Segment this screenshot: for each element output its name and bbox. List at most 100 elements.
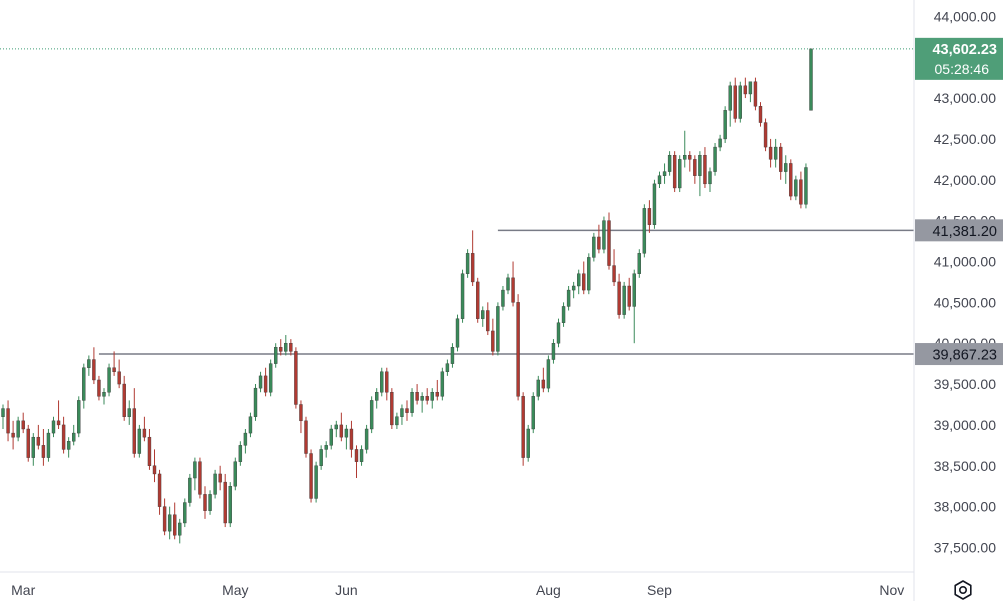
candle-down <box>516 302 520 397</box>
candle-up <box>82 367 86 401</box>
time-axis-label: Nov <box>879 582 904 598</box>
candle-down <box>61 424 66 450</box>
candle-down <box>354 449 359 462</box>
candle-up <box>602 220 606 250</box>
candle-up <box>713 146 717 172</box>
candle-up <box>77 400 81 434</box>
candle-up <box>329 428 333 446</box>
candle-up <box>233 461 238 487</box>
candle-up <box>319 449 323 466</box>
candle-up <box>440 371 445 397</box>
time-axis-label: Sep <box>647 582 672 598</box>
candle-up <box>592 236 596 258</box>
time-axis[interactable]: Mar May Jun Aug Sep Nov <box>11 582 904 598</box>
candle-up <box>587 257 591 291</box>
candle-down <box>132 408 137 454</box>
candle-down <box>152 465 157 475</box>
candle-up <box>526 428 530 458</box>
candle-up <box>274 347 278 364</box>
candle-up <box>652 183 657 225</box>
candle-down <box>768 146 773 160</box>
candle-up <box>561 306 566 323</box>
price-label-layer: 41,381.20 39,867.23 43,602.23 05:28:46 <box>915 37 1003 366</box>
candle-up <box>506 277 510 291</box>
candle-up <box>698 155 702 176</box>
candle-down <box>203 494 207 511</box>
time-axis-label: May <box>222 582 248 598</box>
candle-down <box>582 273 586 291</box>
candle-down <box>672 155 677 189</box>
candle-down <box>6 408 10 434</box>
price-tick-label: 44,000.00 <box>934 8 996 24</box>
candle-up <box>410 392 414 413</box>
candle-up <box>794 179 798 197</box>
candle-down <box>405 408 409 413</box>
candle-up <box>31 436 35 458</box>
line-price-label-2[interactable]: 39,867.23 <box>915 343 1003 366</box>
candle-down <box>597 236 601 250</box>
candle-up <box>375 392 379 401</box>
candle-down <box>289 343 293 352</box>
candle-up <box>566 289 571 307</box>
price-tick-label: 37,500.00 <box>934 539 996 555</box>
candle-down <box>385 371 389 393</box>
candle-up <box>501 289 505 307</box>
candle-up <box>238 445 243 462</box>
candle-up <box>657 175 662 185</box>
candle-down <box>279 347 283 352</box>
candle-down <box>36 436 41 446</box>
candle-up <box>551 343 556 360</box>
candle-up <box>258 375 263 389</box>
candle-down <box>758 106 763 123</box>
candle-down <box>617 281 621 315</box>
line-price-label-bg <box>915 219 1003 242</box>
candle-down <box>415 392 419 401</box>
candle-down <box>521 396 525 458</box>
price-tick-label: 40,500.00 <box>934 294 996 310</box>
candle-down <box>304 420 308 454</box>
candle-up <box>496 306 500 352</box>
price-tick-label: 43,000.00 <box>934 90 996 106</box>
candle-up <box>66 441 71 450</box>
candle-up <box>183 502 187 524</box>
candle-down <box>753 81 758 107</box>
line-price-label-bg <box>915 343 1003 366</box>
candle-down <box>41 445 46 458</box>
candle-up <box>718 138 722 148</box>
candle-down <box>743 85 748 95</box>
candle-up <box>460 273 465 319</box>
candle-up <box>87 359 91 368</box>
settings-button[interactable] <box>954 580 972 600</box>
candle-up <box>193 461 197 479</box>
candle-up <box>420 396 424 401</box>
last-price-label[interactable]: 43,602.23 05:28:46 <box>915 37 1003 80</box>
candle-up <box>577 273 581 287</box>
countdown-timer: 05:28:46 <box>935 61 990 77</box>
time-axis-label: Jun <box>335 582 358 598</box>
candle-up <box>642 208 647 254</box>
candle-up <box>465 253 470 274</box>
candle-down <box>21 420 25 430</box>
candle-down <box>112 367 116 373</box>
candle-series <box>1 48 813 544</box>
candle-down <box>799 179 803 205</box>
candle-up <box>531 396 535 430</box>
candle-down <box>607 220 611 266</box>
candle-down <box>339 424 344 438</box>
horizontal-lines[interactable] <box>98 229 914 355</box>
candle-down <box>309 453 313 499</box>
candle-down <box>486 310 490 332</box>
candle-up <box>809 48 813 111</box>
candle-down <box>627 285 631 307</box>
candle-up <box>51 420 56 434</box>
candle-up <box>178 522 182 536</box>
line-price-label-1[interactable]: 41,381.20 <box>915 219 1003 242</box>
candle-up <box>395 416 399 426</box>
candle-down <box>172 514 177 536</box>
candle-down <box>476 281 480 319</box>
candle-up <box>46 432 51 458</box>
gear-icon <box>954 580 972 600</box>
candle-up <box>314 465 318 499</box>
